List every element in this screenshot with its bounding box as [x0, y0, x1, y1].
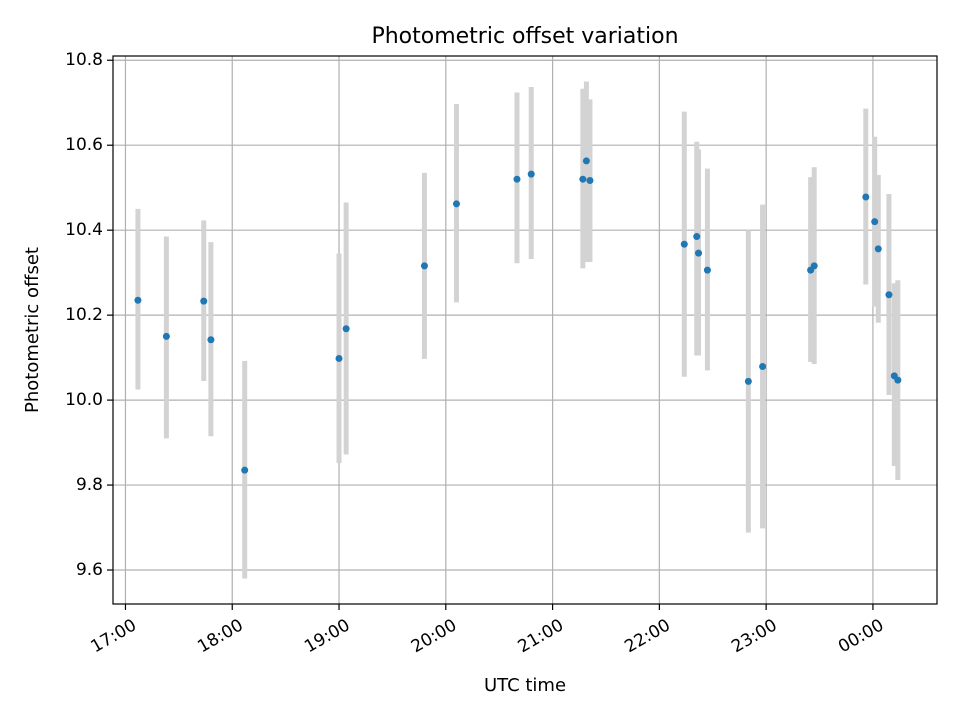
- data-point: [162, 332, 170, 340]
- data-point: [874, 245, 882, 253]
- chart-title: Photometric offset variation: [371, 24, 678, 49]
- data-point: [335, 354, 343, 362]
- data-point: [207, 336, 215, 344]
- y-tick-label: 9.6: [76, 560, 103, 580]
- data-point: [579, 175, 587, 183]
- data-point: [759, 363, 767, 371]
- data-point: [134, 296, 142, 304]
- data-point: [862, 193, 870, 201]
- data-point: [744, 377, 752, 385]
- data-point: [200, 297, 208, 305]
- y-axis-label: Photometric offset: [22, 247, 43, 413]
- data-point: [527, 170, 535, 178]
- y-tick-label: 10.0: [65, 390, 103, 410]
- data-point: [513, 175, 521, 183]
- data-point: [894, 376, 902, 384]
- data-point: [885, 291, 893, 299]
- data-point: [810, 262, 818, 270]
- y-tick-label: 10.8: [65, 50, 103, 70]
- data-point: [693, 233, 701, 241]
- data-point: [871, 218, 879, 226]
- x-axis-label: UTC time: [484, 675, 566, 696]
- data-point: [241, 466, 249, 474]
- data-point: [452, 200, 460, 208]
- data-point: [703, 266, 711, 274]
- data-point: [695, 249, 703, 257]
- data-point: [342, 325, 350, 333]
- y-tick-label: 10.6: [65, 135, 103, 155]
- y-tick-label: 9.8: [76, 475, 103, 495]
- data-point: [680, 240, 688, 248]
- data-point: [586, 176, 594, 184]
- plot-frame: [112, 55, 938, 605]
- data-point: [582, 157, 590, 165]
- y-tick-label: 10.2: [65, 305, 103, 325]
- point-layer: [134, 157, 902, 474]
- data-point: [420, 262, 428, 270]
- y-tick-label: 10.4: [65, 220, 103, 240]
